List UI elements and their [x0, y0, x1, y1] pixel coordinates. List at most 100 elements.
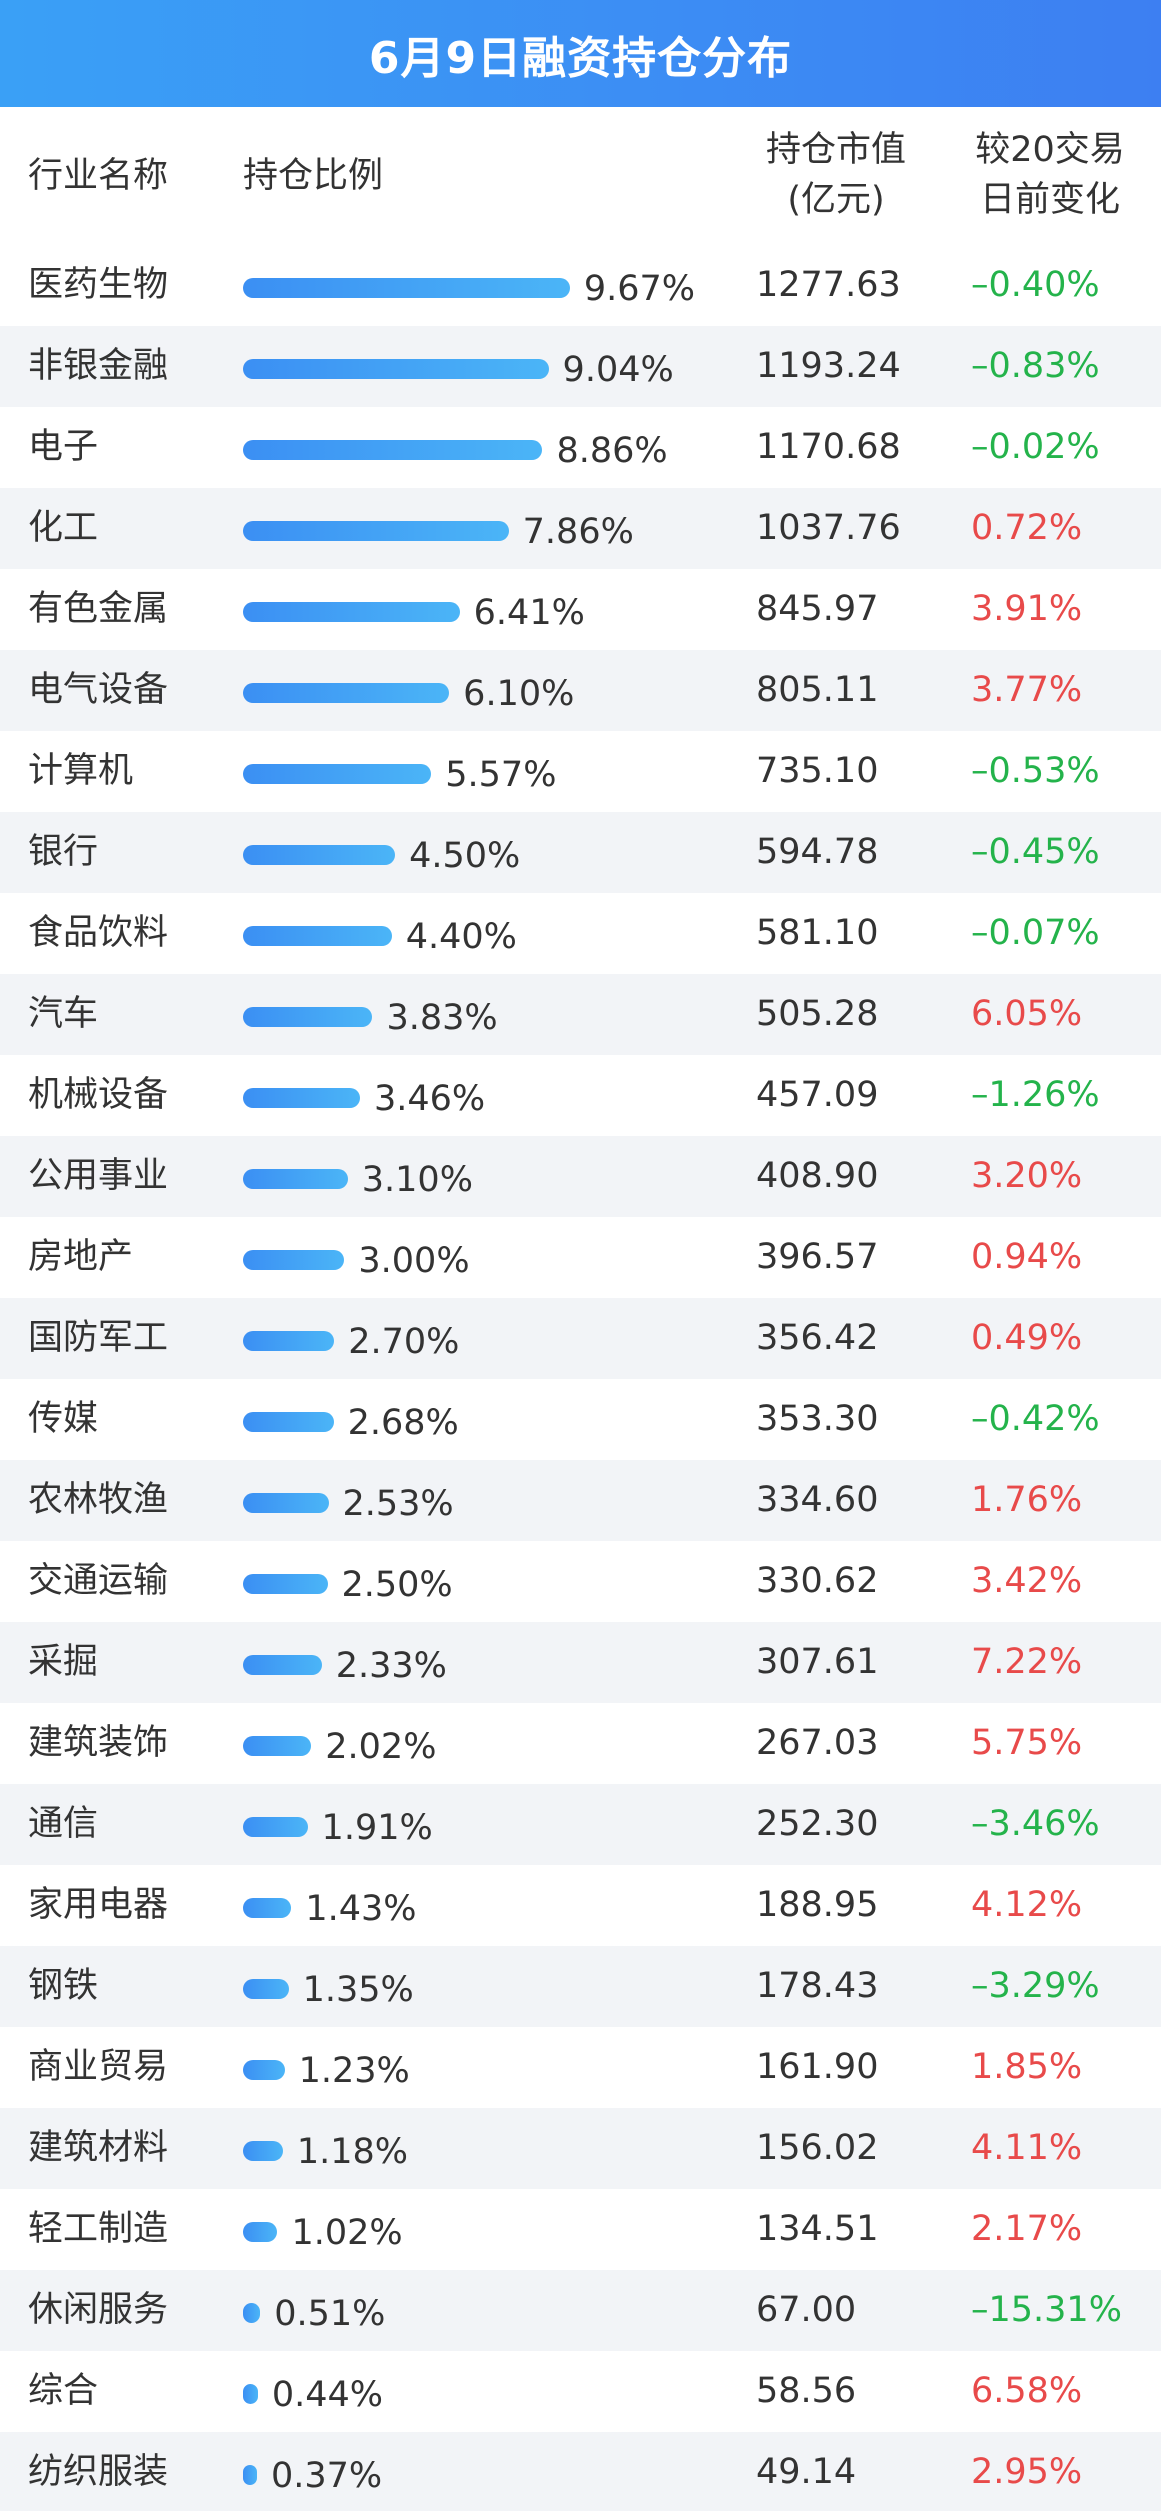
industry-name: 商业贸易 — [28, 2047, 169, 2087]
change-value: 0.72% — [971, 508, 1083, 548]
ratio-bar — [243, 359, 549, 379]
ratio-bar — [243, 2465, 257, 2485]
table-header: 行业名称 持仓比例 持仓市值 (亿元) 较20交易 日前变化 — [0, 107, 1161, 245]
table-row: 国防军工 2.70% 356.42 0.49% — [0, 1298, 1161, 1379]
market-value: 252.30 — [756, 1804, 879, 1844]
industry-name: 非银金融 — [28, 346, 169, 386]
table-row: 电子 8.86% 1170.68 –0.02% — [0, 407, 1161, 488]
market-value: 845.97 — [756, 589, 879, 629]
table-row: 银行 4.50% 594.78 –0.45% — [0, 812, 1161, 893]
change-value: 0.94% — [971, 1237, 1083, 1277]
market-value: 161.90 — [756, 2047, 879, 2087]
change-value: 3.77% — [971, 670, 1083, 710]
change-value: –0.02% — [971, 427, 1100, 467]
industry-name: 采掘 — [28, 1642, 99, 1682]
market-value: 307.61 — [756, 1642, 879, 1682]
header-change-line1: 较20交易 — [975, 130, 1125, 170]
table-body: 医药生物 9.67% 1277.63 –0.40% 非银金融 9.04% 1193.24 –0… — [0, 245, 1161, 2511]
market-value: 396.57 — [756, 1237, 879, 1277]
ratio-label: 1.91% — [321, 1808, 433, 1848]
ratio-bar — [243, 521, 509, 541]
industry-name: 公用事业 — [28, 1156, 169, 1196]
market-value: 505.28 — [756, 994, 879, 1034]
header-market-value-line2: (亿元) — [787, 180, 885, 220]
market-value: 330.62 — [756, 1561, 879, 1601]
ratio-bar — [243, 1088, 360, 1108]
table-row: 电气设备 6.10% 805.11 3.77% — [0, 650, 1161, 731]
table-row: 休闲服务 0.51% 67.00 –15.31% — [0, 2270, 1161, 2351]
industry-name: 家用电器 — [28, 1885, 169, 1925]
ratio-bar — [243, 1817, 308, 1837]
market-value: 805.11 — [756, 670, 879, 710]
chart-title: 6月9日融资持仓分布 — [368, 32, 793, 84]
change-value: 4.12% — [971, 1885, 1083, 1925]
ratio-label: 8.86% — [556, 431, 668, 471]
table-row: 汽车 3.83% 505.28 6.05% — [0, 974, 1161, 1055]
ratio-label: 1.35% — [302, 1970, 414, 2010]
industry-name: 轻工制造 — [28, 2209, 169, 2249]
industry-name: 建筑材料 — [28, 2128, 169, 2168]
ratio-label: 3.83% — [386, 998, 498, 1038]
ratio-bar — [243, 1736, 312, 1756]
change-value: –0.07% — [971, 913, 1100, 953]
ratio-bar — [243, 2384, 258, 2404]
change-value: 5.75% — [971, 1723, 1083, 1763]
ratio-bar — [243, 1979, 289, 1999]
market-value: 594.78 — [756, 832, 879, 872]
market-value: 457.09 — [756, 1075, 879, 1115]
ratio-bar — [243, 683, 450, 703]
industry-name: 钢铁 — [28, 1966, 99, 2006]
table-row: 医药生物 9.67% 1277.63 –0.40% — [0, 245, 1161, 326]
industry-name: 综合 — [28, 2371, 99, 2411]
ratio-label: 6.41% — [473, 593, 585, 633]
industry-name: 食品饮料 — [28, 913, 169, 953]
ratio-bar — [243, 440, 543, 460]
ratio-label: 2.53% — [342, 1484, 454, 1524]
table-row: 通信 1.91% 252.30 –3.46% — [0, 1784, 1161, 1865]
change-value: –0.42% — [971, 1399, 1100, 1439]
table-row: 纺织服装 0.37% 49.14 2.95% — [0, 2432, 1161, 2511]
change-value: 0.49% — [971, 1318, 1083, 1358]
industry-name: 机械设备 — [28, 1075, 169, 1115]
market-value: 156.02 — [756, 2128, 879, 2168]
industry-name: 汽车 — [28, 994, 99, 1034]
ratio-label: 0.37% — [271, 2456, 383, 2496]
change-value: –15.31% — [971, 2290, 1122, 2330]
industry-name: 通信 — [28, 1804, 99, 1844]
change-value: –3.46% — [971, 1804, 1100, 1844]
ratio-label: 5.57% — [445, 755, 557, 795]
header-change: 较20交易 日前变化 — [965, 125, 1135, 225]
ratio-bar — [243, 764, 432, 784]
ratio-label: 9.67% — [583, 269, 696, 309]
industry-name: 农林牧渔 — [28, 1480, 169, 1520]
change-value: 3.91% — [971, 589, 1083, 629]
ratio-label: 6.10% — [463, 674, 575, 714]
change-value: 6.58% — [971, 2371, 1083, 2411]
market-value: 188.95 — [756, 1885, 879, 1925]
table-row: 计算机 5.57% 735.10 –0.53% — [0, 731, 1161, 812]
change-value: 3.42% — [971, 1561, 1083, 1601]
header-change-line2: 日前变化 — [979, 180, 1120, 220]
industry-name: 计算机 — [28, 751, 134, 791]
market-value: 134.51 — [756, 2209, 879, 2249]
industry-name: 银行 — [28, 832, 99, 872]
ratio-label: 1.23% — [298, 2051, 410, 2091]
industry-name: 房地产 — [28, 1237, 134, 1277]
table-row: 非银金融 9.04% 1193.24 –0.83% — [0, 326, 1161, 407]
market-value: 58.56 — [756, 2371, 857, 2411]
change-value: –0.40% — [971, 265, 1100, 305]
table-row: 综合 0.44% 58.56 6.58% — [0, 2351, 1161, 2432]
change-value: 1.76% — [971, 1480, 1083, 1520]
ratio-label: 2.33% — [335, 1646, 447, 1686]
table-row: 传媒 2.68% 353.30 –0.42% — [0, 1379, 1161, 1460]
ratio-label: 2.02% — [325, 1727, 437, 1767]
change-value: 4.11% — [971, 2128, 1083, 2168]
table-row: 建筑材料 1.18% 156.02 4.11% — [0, 2108, 1161, 2189]
market-value: 49.14 — [756, 2452, 857, 2492]
change-value: –0.83% — [971, 346, 1100, 386]
ratio-bar — [243, 1169, 348, 1189]
change-value: 6.05% — [971, 994, 1083, 1034]
ratio-bar — [243, 845, 396, 865]
change-value: 2.17% — [971, 2209, 1083, 2249]
